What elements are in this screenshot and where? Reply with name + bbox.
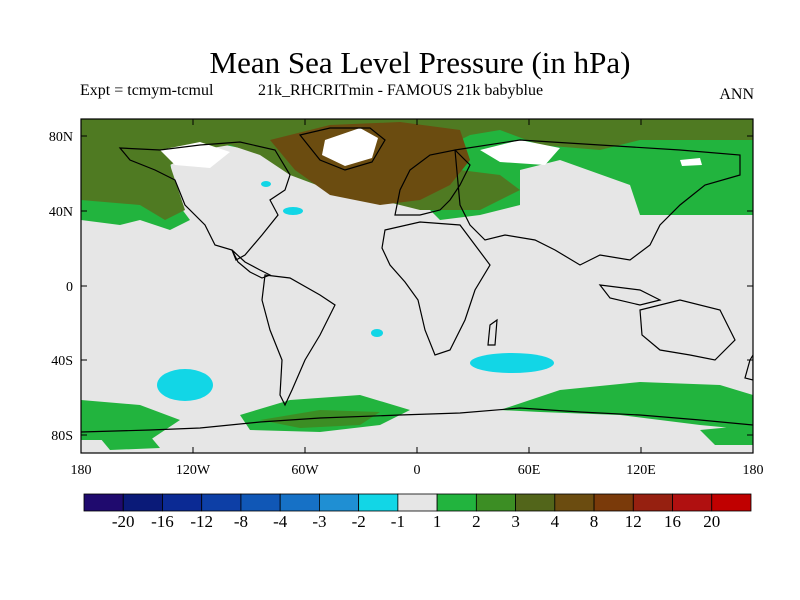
axis-ticks bbox=[81, 119, 753, 453]
lon-label-180w: 180 bbox=[71, 463, 92, 478]
colorbar-label: -20 bbox=[112, 512, 135, 531]
colorbar-label: -4 bbox=[273, 512, 288, 531]
lon-label-120w: 120W bbox=[176, 463, 211, 478]
colorbar-label: 4 bbox=[551, 512, 560, 531]
lon-label-120e: 120E bbox=[626, 463, 656, 478]
colorbar-swatch bbox=[554, 493, 595, 512]
colorbar-swatch bbox=[279, 493, 320, 512]
colorbar-swatch bbox=[240, 493, 281, 512]
lat-label-equator: 0 bbox=[66, 280, 73, 295]
colorbar-swatch bbox=[201, 493, 242, 512]
coastlines bbox=[81, 127, 753, 433]
experiment-description: 21k_RHCRITmin - FAMOUS 21k babyblue bbox=[258, 82, 544, 99]
coastline-new-zealand bbox=[744, 353, 753, 381]
contour-cyan-hudson bbox=[261, 181, 271, 187]
colorbar-label: 2 bbox=[472, 512, 481, 531]
colorbar-swatch bbox=[358, 493, 399, 512]
colorbar-label: -1 bbox=[391, 512, 405, 531]
coastline-africa bbox=[381, 221, 491, 356]
lon-label-60e: 60E bbox=[518, 463, 541, 478]
colorbar-swatch bbox=[475, 493, 516, 512]
contour-green-south-3 bbox=[500, 382, 753, 430]
colorbar-label: 3 bbox=[511, 512, 520, 531]
season-label: ANN bbox=[719, 86, 754, 103]
colorbar-swatch bbox=[397, 493, 438, 512]
colorbar-label: 12 bbox=[625, 512, 642, 531]
colorbar-label: -8 bbox=[234, 512, 248, 531]
colorbar-swatch bbox=[593, 493, 634, 512]
colorbar-swatch bbox=[515, 493, 556, 512]
contour-cyan-indian-ocean bbox=[470, 353, 554, 373]
lat-label-80n: 80N bbox=[49, 130, 73, 145]
colorbar: -20 -16 -12 -8 -4 -3 -2 -1 1 2 3 4 8 12 16 20 bbox=[83, 493, 752, 531]
lat-label-40s: 40S bbox=[51, 354, 73, 369]
contour-cyan-south-pacific bbox=[157, 369, 213, 401]
colorbar-label: 16 bbox=[664, 512, 681, 531]
colorbar-swatch bbox=[162, 493, 203, 512]
contour-white-greenland bbox=[322, 128, 378, 166]
contour-white-canada bbox=[160, 142, 230, 168]
colorbar-swatch bbox=[672, 493, 713, 512]
colorbar-swatch bbox=[319, 493, 360, 512]
coastline-indonesia bbox=[598, 284, 662, 306]
colorbar-swatch bbox=[711, 493, 752, 512]
colorbar-label: 1 bbox=[433, 512, 442, 531]
colorbar-label: 8 bbox=[590, 512, 599, 531]
coastline-madagascar bbox=[487, 318, 498, 346]
contour-cyan-north-atlantic bbox=[283, 207, 303, 215]
coastline-antarctica bbox=[81, 407, 753, 433]
colorbar-label: -2 bbox=[352, 512, 366, 531]
contour-mid-green-south bbox=[260, 410, 380, 428]
lon-label-60w: 60W bbox=[291, 463, 319, 478]
lat-label-40n: 40N bbox=[49, 205, 73, 220]
coastline-greenland bbox=[298, 127, 386, 171]
lon-label-0: 0 bbox=[414, 463, 421, 478]
map-field bbox=[81, 119, 753, 453]
contour-cyan-atlantic bbox=[371, 329, 383, 337]
colorbar-swatch bbox=[436, 493, 477, 512]
colorbar-label: -12 bbox=[190, 512, 213, 531]
coastline-asia bbox=[454, 139, 741, 266]
experiment-label: Expt = tcmym-tcmul bbox=[80, 82, 214, 99]
coastline-europe bbox=[394, 149, 471, 216]
coastline-north-america bbox=[118, 141, 291, 261]
contour-brown-atlantic bbox=[270, 122, 470, 205]
colorbar-swatch bbox=[83, 493, 124, 512]
contour-green-south-5 bbox=[700, 425, 753, 445]
colorbar-swatch bbox=[122, 493, 163, 512]
colorbar-swatch bbox=[632, 493, 673, 512]
map-title: Mean Sea Level Pressure (in hPa) bbox=[209, 45, 631, 80]
contour-green-south-4 bbox=[100, 436, 160, 450]
colorbar-label: -16 bbox=[151, 512, 174, 531]
colorbar-label: -3 bbox=[312, 512, 326, 531]
lon-label-180e: 180 bbox=[743, 463, 764, 478]
coastline-south-america bbox=[261, 274, 336, 407]
contour-white-siberia bbox=[480, 140, 560, 165]
lat-label-80s: 80S bbox=[51, 429, 73, 444]
coastline-central-america bbox=[231, 249, 272, 279]
coastline-australia bbox=[639, 299, 736, 361]
colorbar-label: 20 bbox=[703, 512, 720, 531]
contour-white-pacific bbox=[680, 158, 702, 166]
